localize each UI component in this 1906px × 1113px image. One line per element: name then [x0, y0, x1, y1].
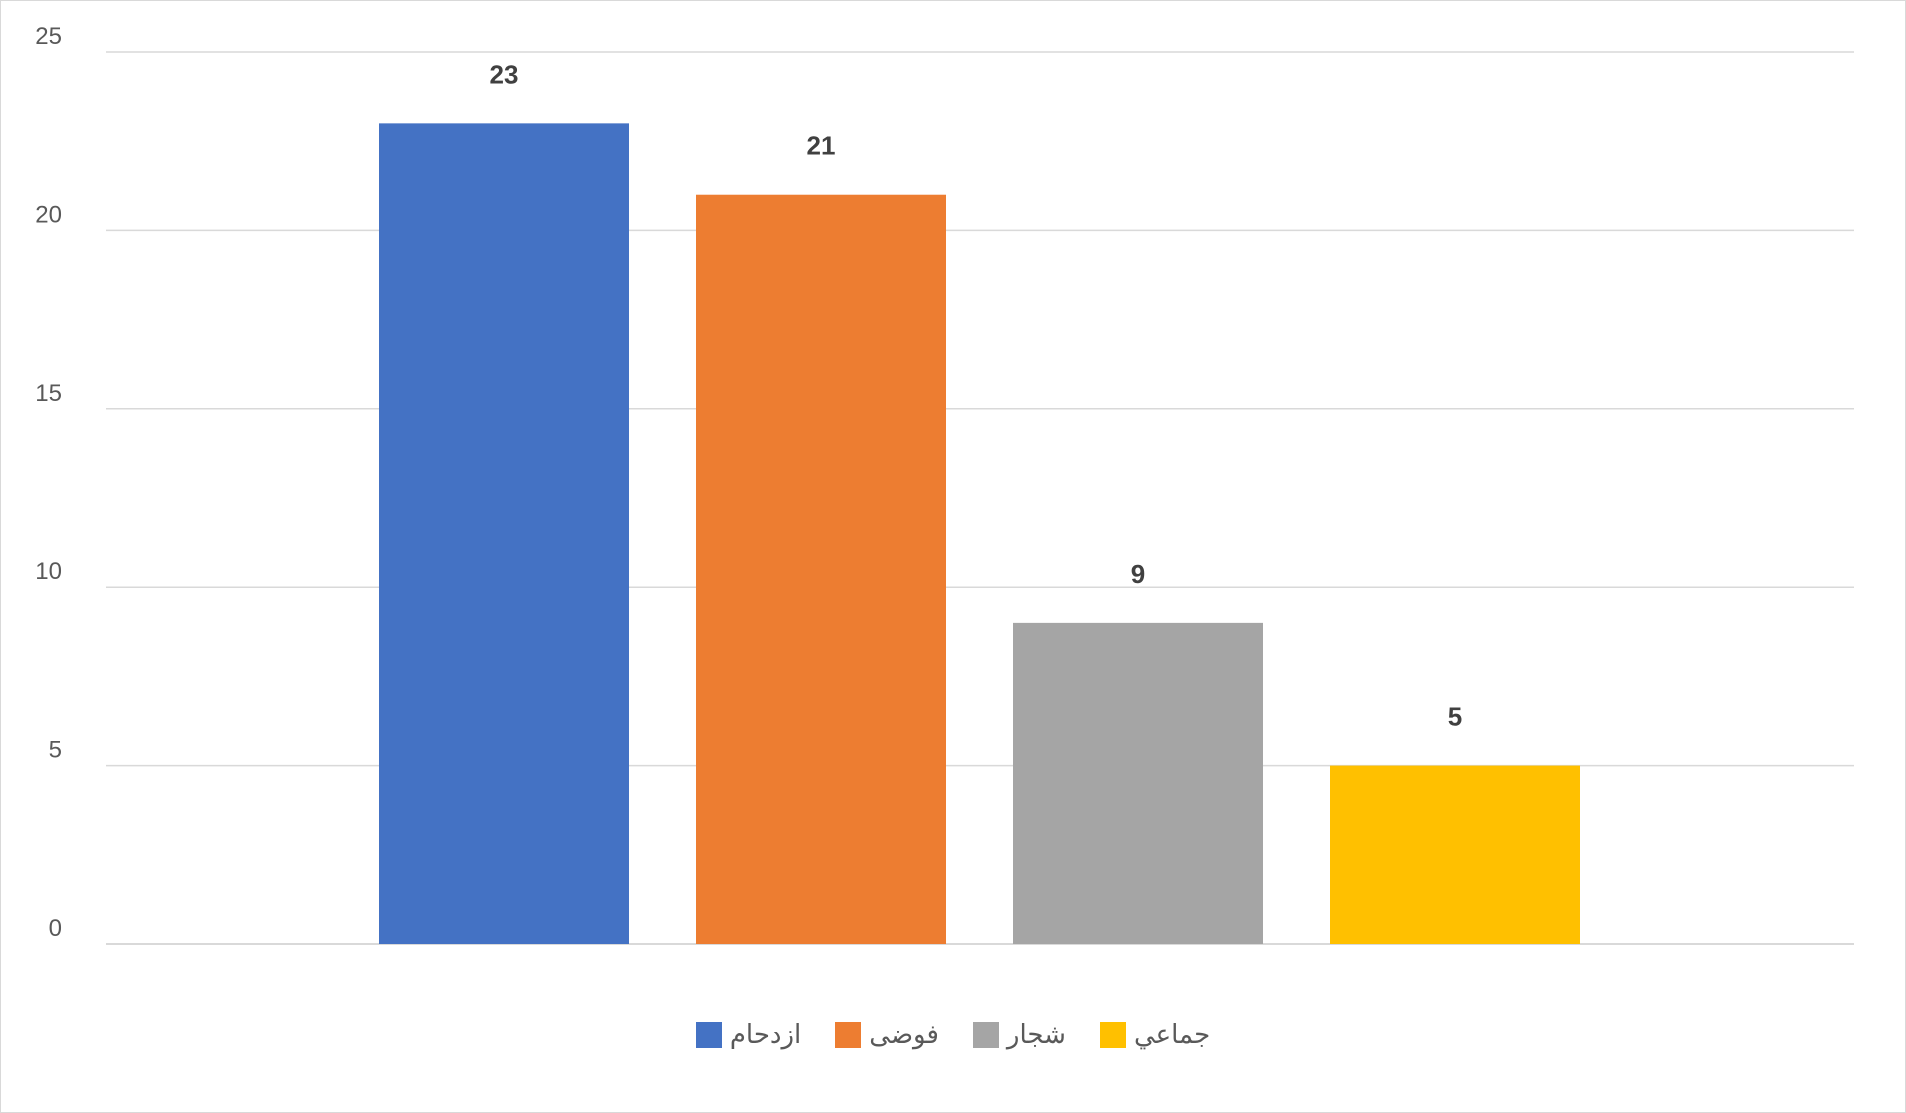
bar-1 — [379, 123, 629, 945]
legend-swatch — [835, 1022, 862, 1048]
legend-label: ازدحام — [729, 1020, 802, 1050]
gridlines — [106, 51, 1854, 945]
legend-swatch — [972, 1022, 999, 1048]
data-label-2: 21 — [807, 131, 836, 161]
data-label-4: 5 — [1448, 702, 1462, 732]
y-tick-label: 25 — [35, 23, 62, 50]
legend-swatch — [695, 1022, 722, 1048]
bar-4 — [1330, 765, 1580, 944]
legend-item-1: ازدحام — [695, 1020, 802, 1050]
bars — [379, 123, 1580, 945]
y-tick-label: 15 — [35, 380, 62, 407]
legend-item-3: شجار — [972, 1020, 1066, 1050]
y-tick-label: 5 — [49, 737, 62, 764]
legend-label: فوضى — [869, 1020, 939, 1050]
data-label-3: 9 — [1131, 559, 1145, 589]
legend-label: جماعي — [1133, 1020, 1211, 1050]
bar-2 — [696, 194, 946, 945]
y-tick-label: 20 — [35, 201, 62, 228]
legend-label: شجار — [1006, 1020, 1066, 1050]
data-label-1: 23 — [490, 59, 519, 89]
bar-3 — [1013, 622, 1263, 944]
legend-item-2: فوضى — [835, 1020, 939, 1050]
legend-swatch — [1099, 1022, 1126, 1048]
y-tick-label: 0 — [49, 915, 62, 942]
data-labels: 23 21 9 5 — [490, 59, 1463, 731]
legend-item-4: جماعي — [1099, 1020, 1211, 1050]
y-axis-ticks: 0 5 10 15 20 25 — [35, 23, 62, 942]
y-tick-label: 10 — [35, 558, 62, 585]
legend: ازدحام فوضى شجار جماعي — [0, 1020, 1906, 1050]
